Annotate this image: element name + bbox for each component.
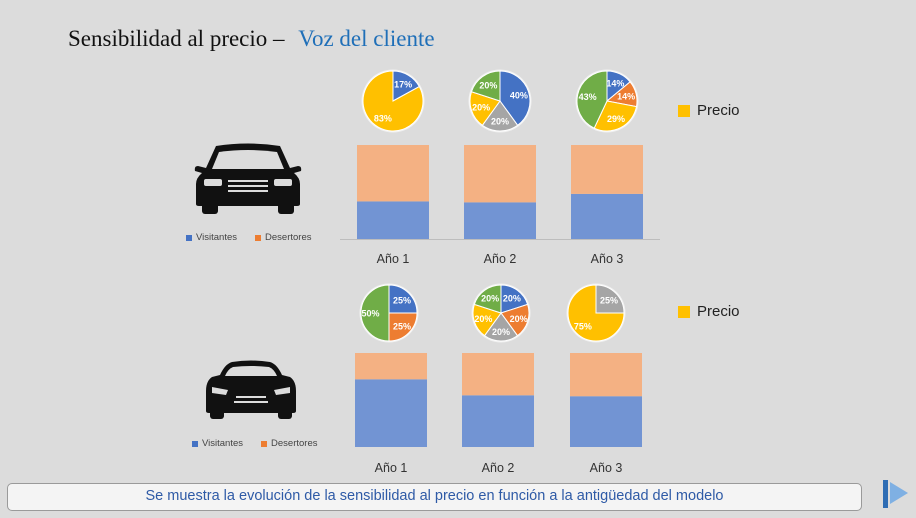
pie-data-label: 20% (481, 294, 499, 304)
legend-label-visitantes: Visitantes (196, 232, 238, 243)
bar-desertores (571, 145, 643, 194)
price-legend-1: Precio (678, 102, 740, 119)
x-tick-label: Año 2 (482, 461, 515, 475)
price-legend-swatch (678, 305, 690, 318)
bar-visitantes (571, 193, 643, 239)
pie-slice (388, 284, 418, 314)
legend-label-visitantes: Visitantes (202, 438, 244, 449)
pie-data-label: 29% (607, 114, 625, 124)
x-tick-label: Año 2 (484, 252, 517, 266)
price-legend-label: Precio (697, 102, 740, 119)
price-legend-swatch (678, 104, 690, 117)
pie-slice (481, 100, 519, 132)
title-accent: Voz del cliente (298, 26, 435, 51)
caption-text: Se muestra la evolución de la sensibilid… (145, 488, 724, 504)
pie-slice (473, 284, 502, 314)
pie-data-label: 14% (606, 79, 624, 89)
pie-data-label: 20% (472, 103, 490, 113)
pie-data-label: 20% (474, 314, 492, 324)
pie-data-label: 50% (362, 309, 380, 319)
legend-swatch-desertores (255, 234, 262, 241)
pie-slice (362, 70, 424, 132)
legend-swatch-visitantes (186, 234, 192, 241)
legend-swatch-desertores (261, 440, 268, 447)
price-legend-label: Precio (697, 303, 740, 320)
pie-data-label: 20% (491, 116, 509, 126)
pie-slice (388, 312, 418, 342)
page-title: Sensibilidad al precio – Voz del cliente (68, 26, 435, 52)
pie-slice (499, 70, 531, 126)
pie-data-label: 20% (503, 294, 521, 304)
bar-visitantes (462, 395, 534, 447)
pie-data-label: 43% (579, 92, 597, 102)
bar-desertores (355, 353, 427, 380)
x-tick-label: Año 1 (375, 461, 408, 475)
pie-data-label: 17% (394, 79, 412, 89)
brand-logo-icon (883, 480, 908, 508)
bar-visitantes (464, 202, 536, 239)
x-tick-label: Año 3 (590, 461, 623, 475)
legend-label-desertores: Desertores (271, 438, 318, 449)
pie-data-label: 25% (393, 295, 411, 305)
bar-desertores (462, 353, 534, 396)
pie-slice (360, 284, 390, 342)
sports-car-icon (206, 360, 296, 419)
pie-slice (469, 91, 501, 126)
pie-slice (595, 284, 625, 314)
pie-data-label: 25% (600, 295, 618, 305)
pie-data-label: 14% (617, 92, 635, 102)
caption-box: Se muestra la evolución de la sensibilid… (7, 483, 862, 511)
bar-desertores (464, 145, 536, 203)
pie-slice (593, 100, 638, 132)
legend-swatch-visitantes (192, 440, 198, 447)
legend-row-1: Visitantes Desertores (186, 232, 311, 243)
bar-desertores (570, 353, 642, 397)
pie-slice (576, 70, 608, 129)
legend-label-desertores: Desertores (265, 232, 312, 243)
bar-visitantes (570, 396, 642, 447)
pie-data-label: 20% (479, 80, 497, 90)
bar-visitantes (357, 201, 429, 239)
x-tick-label: Año 3 (591, 252, 624, 266)
pie-data-label: 83% (374, 114, 392, 124)
pie-slice (567, 284, 625, 342)
pie-data-label: 75% (574, 322, 592, 332)
chart-area: Año 1 Año 2 Año 317%83%40%20%20%20% 14%14%2… (340, 69, 660, 475)
pie-data-label: 20% (492, 327, 510, 337)
pie-data-label: 40% (510, 90, 528, 100)
sedan-car-icon (194, 143, 302, 214)
price-legend-2: Precio (678, 303, 740, 320)
bar-visitantes (355, 379, 427, 447)
title-main: Sensibilidad al precio – (68, 26, 285, 51)
legend-row-2: Visitantes Desertores (192, 438, 317, 449)
bar-desertores (357, 145, 429, 202)
x-tick-label: Año 1 (377, 252, 410, 266)
pie-slice (470, 70, 501, 102)
pie-data-label: 20% (510, 314, 528, 324)
pie-data-label: 25% (393, 322, 411, 332)
